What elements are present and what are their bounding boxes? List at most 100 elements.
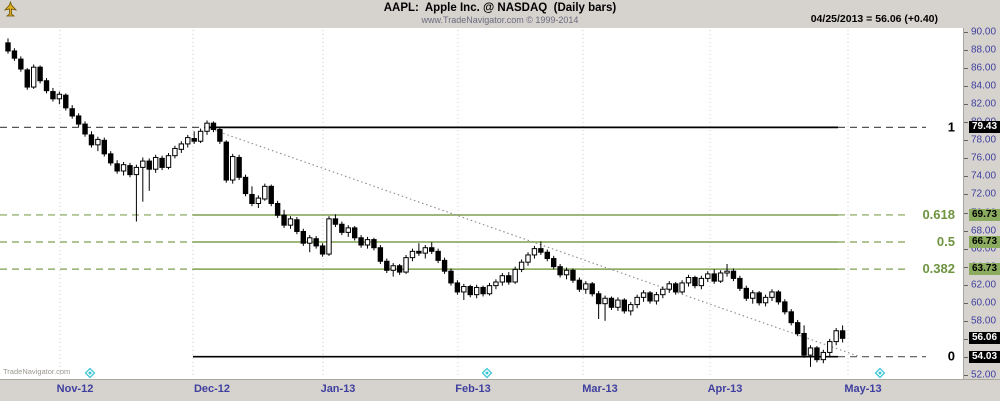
chart-header: AAPL: Apple Inc. @ NASDAQ (Daily bars) w…	[0, 0, 1000, 28]
candle-body	[570, 269, 576, 281]
candle-body	[140, 160, 146, 168]
candle-body	[775, 291, 782, 303]
candle-body	[409, 250, 416, 259]
candle-body	[814, 347, 820, 361]
y-axis-tick-mark	[964, 68, 968, 70]
candle-body	[172, 147, 178, 157]
candle-body	[268, 185, 274, 204]
fib-ratio-label: 0.382	[922, 261, 955, 276]
candlestick-plot[interactable]: 1 0.618 0.5 0.382 0	[0, 28, 963, 379]
month-label: Jan-13	[320, 383, 356, 395]
candle-body	[820, 351, 827, 361]
candle-body	[435, 250, 441, 261]
candle-body	[647, 292, 653, 302]
x-axis[interactable]: Nov-12 Dec-12 Jan-13 Feb-13 Mar-13 Apr-13 May-…	[0, 379, 1000, 401]
month-label: Nov-12	[56, 383, 94, 395]
y-tick-label: 74.00	[971, 170, 997, 182]
y-axis-tick-mark	[964, 266, 968, 268]
candle-body	[743, 287, 749, 299]
trade-navigator-logo-icon	[3, 0, 18, 23]
candle-body	[390, 265, 396, 271]
candle-body	[538, 248, 544, 253]
y-axis-tick-mark	[964, 140, 968, 142]
y-axis-tick-mark	[964, 302, 968, 304]
y-axis-tick-mark	[964, 50, 968, 52]
candle-body	[75, 115, 82, 125]
event-marker-icon	[878, 371, 882, 375]
candle-body	[480, 286, 486, 295]
y-tick-label: 88.00	[971, 44, 997, 56]
candle-body	[782, 301, 788, 313]
y-tick-label: 52.00	[971, 369, 997, 381]
candle-body	[339, 223, 345, 233]
candle-body	[127, 165, 133, 176]
candle-body	[653, 294, 660, 302]
candle-body	[204, 122, 210, 132]
y-axis-tick-mark	[964, 338, 968, 340]
candle-body	[679, 282, 685, 293]
y-axis-tick-mark	[964, 248, 968, 250]
candle-body	[583, 283, 589, 290]
candle-body	[294, 219, 300, 232]
candle-body	[95, 138, 101, 146]
candle-body	[788, 311, 794, 324]
candle-body	[133, 166, 140, 176]
quote-readout: 04/25/2013 = 56.06 (+0.40)	[810, 13, 938, 25]
y-tick-label: 62.00	[971, 279, 997, 291]
candle-body	[242, 176, 249, 195]
y-axis-tick-mark	[964, 158, 968, 160]
candle-body	[287, 218, 294, 226]
candle-body	[499, 275, 506, 283]
candle-body	[448, 270, 454, 284]
candle-body	[11, 50, 18, 59]
candle-body	[152, 156, 159, 170]
candle-body	[563, 269, 570, 276]
candle-body	[801, 332, 807, 356]
candle-body	[332, 218, 339, 225]
candle-body	[692, 277, 698, 287]
y-axis-tick-mark	[964, 212, 968, 214]
candle-body	[660, 288, 666, 296]
candle-body	[351, 227, 358, 239]
y-axis[interactable]: 90.0088.0086.0084.0082.0080.0078.0076.00…	[964, 27, 1000, 381]
candle-body	[512, 268, 518, 283]
candle-body	[159, 157, 165, 168]
candle-body	[794, 322, 801, 334]
candle-body	[486, 285, 493, 295]
y-axis-tick-mark	[964, 230, 968, 232]
candle-body	[371, 239, 377, 249]
fib-ratio-label: 0	[948, 349, 955, 364]
candle-body	[101, 139, 107, 155]
y-tick-label: 72.00	[971, 188, 997, 200]
y-axis-tick-mark	[964, 104, 968, 106]
candle-body	[518, 261, 525, 270]
candle-body	[56, 93, 63, 100]
candle-body	[300, 230, 307, 244]
candle-body	[724, 270, 730, 274]
candle-body	[769, 291, 775, 298]
candle-body	[628, 304, 634, 312]
plot-area[interactable]: 1 0.618 0.5 0.382 0 TradeNavigator.com	[0, 28, 964, 379]
candle-body	[319, 245, 326, 255]
candle-body	[281, 214, 287, 226]
y-tick-label: 78.00	[971, 134, 997, 146]
candle-body	[737, 277, 743, 289]
candle-body	[602, 297, 608, 305]
price-flag: 66.73	[969, 236, 1000, 249]
candle-body	[191, 138, 197, 142]
candle-body	[82, 123, 88, 135]
candle-body	[18, 58, 24, 70]
month-label: Feb-13	[455, 383, 491, 395]
candle-body	[358, 237, 364, 246]
candle-body	[217, 128, 223, 142]
month-label: Apr-13	[707, 383, 743, 395]
y-axis-tick-mark	[964, 176, 968, 178]
candle-body	[467, 286, 473, 296]
candle-body	[50, 91, 56, 100]
candle-body	[525, 254, 531, 263]
candle-body	[506, 275, 512, 283]
candle-body	[255, 197, 262, 204]
candle-body	[30, 66, 37, 88]
fib-ratio-label: 0.5	[937, 234, 955, 249]
candle-body	[364, 239, 371, 246]
